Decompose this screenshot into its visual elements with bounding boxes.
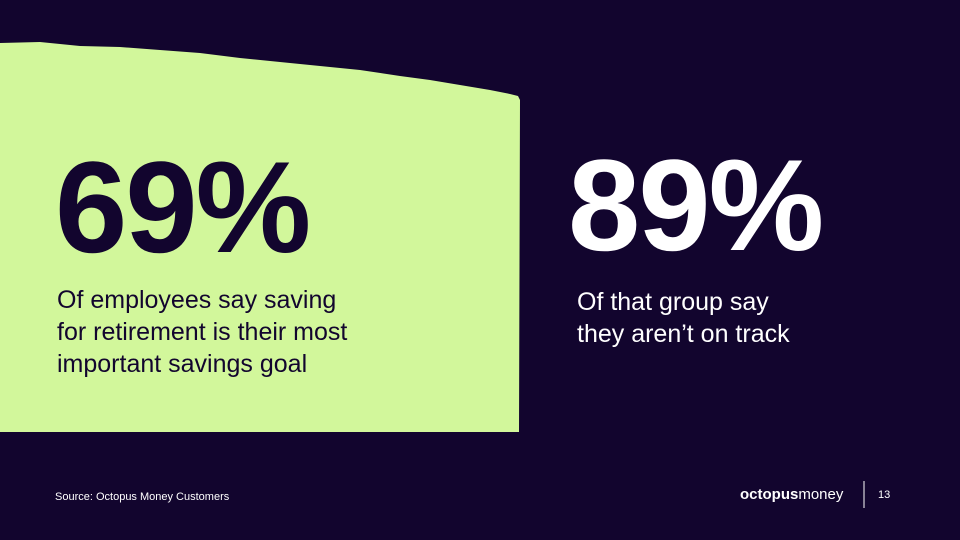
logo: octopusmoney xyxy=(740,486,844,503)
stat-text: they aren’t on track xyxy=(577,320,790,348)
stat-text: Of that group say xyxy=(577,288,769,316)
logo-light: money xyxy=(798,486,844,503)
stat-text: Of employees say saving xyxy=(57,286,336,314)
stat-value: 69% xyxy=(55,134,309,280)
logo-bold: octopus xyxy=(740,486,798,503)
stat-value: 89% xyxy=(568,132,822,278)
page-number: 13 xyxy=(878,489,890,501)
source: Source: Octopus Money Customers xyxy=(55,491,230,503)
stat-text: important savings goal xyxy=(57,350,307,378)
highlight-panel xyxy=(0,42,520,432)
stat-text: for retirement is their most xyxy=(57,318,347,346)
